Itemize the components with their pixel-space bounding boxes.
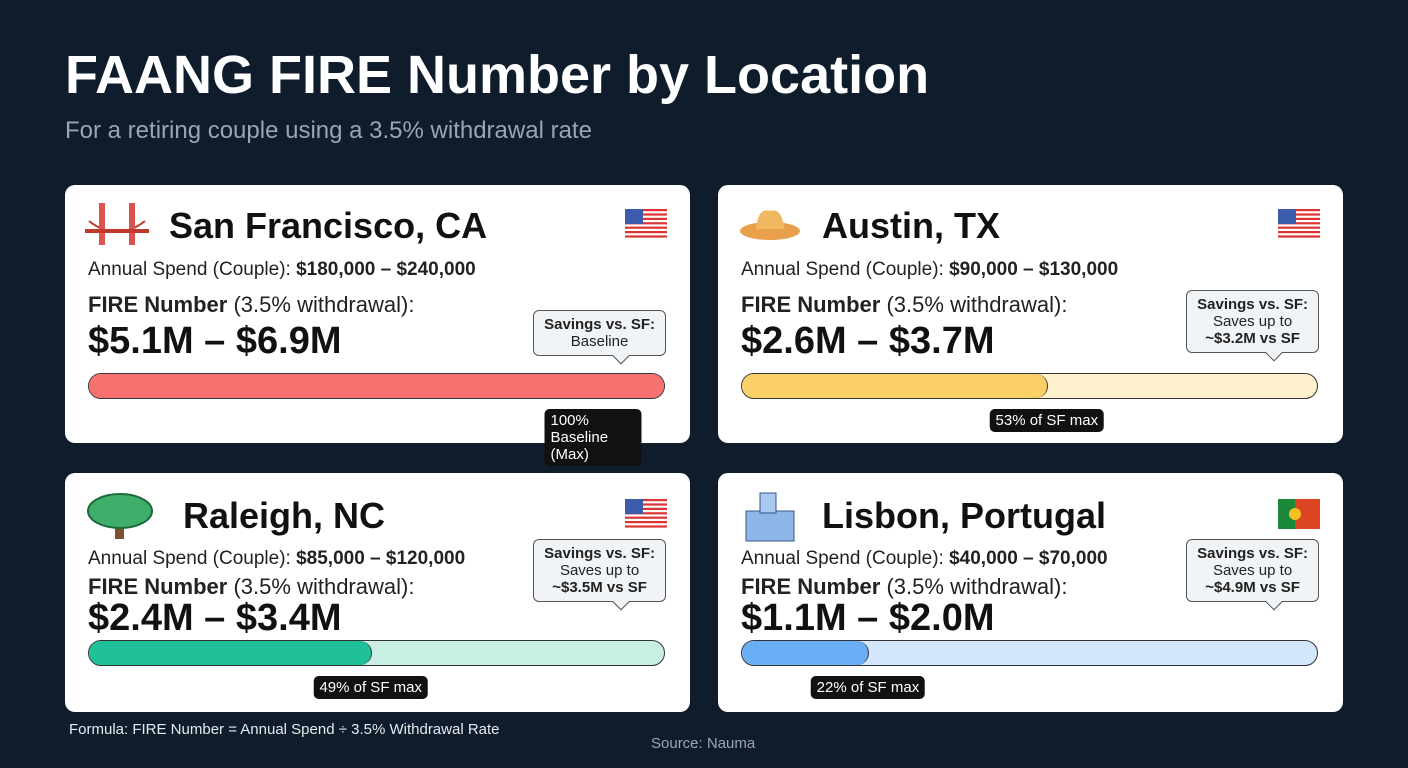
savings-title: Savings vs. SF: bbox=[544, 316, 655, 333]
flag bbox=[625, 499, 667, 534]
annual-spend: Annual Spend (Couple): $180,000 – $240,0… bbox=[88, 259, 476, 281]
fire-note: (3.5% withdrawal): bbox=[886, 292, 1068, 317]
fire-label: FIRE Number (3.5% withdrawal): bbox=[88, 574, 414, 600]
fire-label: FIRE Number (3.5% withdrawal): bbox=[741, 574, 1067, 600]
fire-note: (3.5% withdrawal): bbox=[886, 574, 1068, 599]
title: FAANG FIRE Number by Location bbox=[65, 45, 930, 105]
spend-value: $180,000 – $240,000 bbox=[296, 259, 476, 280]
bar-fill bbox=[742, 374, 1048, 398]
fire-note: (3.5% withdrawal): bbox=[233, 292, 415, 317]
savings-title: Savings vs. SF: bbox=[544, 545, 655, 562]
icon bbox=[738, 199, 802, 254]
savings-title: Savings vs. SF: bbox=[1197, 545, 1308, 562]
icon bbox=[85, 199, 149, 254]
fire-note: (3.5% withdrawal): bbox=[233, 574, 415, 599]
bar-track bbox=[88, 373, 665, 399]
annual-spend: Annual Spend (Couple): $90,000 – $130,00… bbox=[741, 259, 1118, 281]
savings-box: Savings vs. SF: Saves up to ~$3.2M vs SF bbox=[1186, 290, 1319, 353]
bar-track bbox=[88, 640, 665, 666]
bar-label: 53% of SF max bbox=[989, 409, 1105, 432]
city-name: Austin, TX bbox=[822, 205, 1000, 246]
flag bbox=[1278, 499, 1320, 534]
fire-title: FIRE Number bbox=[741, 292, 881, 317]
bar-label: 22% of SF max bbox=[810, 676, 926, 699]
card: Lisbon, Portugal Annual Spend (Couple): $… bbox=[718, 473, 1343, 712]
fire-title: FIRE Number bbox=[88, 574, 228, 599]
savings-title: Savings vs. SF: bbox=[1197, 296, 1308, 313]
savings-line: Saves up to bbox=[1212, 562, 1293, 579]
icon bbox=[85, 489, 155, 548]
savings-box: Savings vs. SF: Saves up to ~$4.9M vs SF bbox=[1186, 539, 1319, 602]
fire-label: FIRE Number (3.5% withdrawal): bbox=[741, 292, 1067, 318]
annual-spend: Annual Spend (Couple): $85,000 – $120,00… bbox=[88, 548, 465, 570]
spend-label: Annual Spend (Couple): bbox=[741, 259, 944, 280]
card: Austin, TX Annual Spend (Couple): $90,000… bbox=[718, 185, 1343, 443]
savings-line: ~$3.5M vs SF bbox=[552, 579, 647, 596]
flag bbox=[625, 209, 667, 244]
savings-line: Saves up to bbox=[1212, 313, 1293, 330]
fire-range: $2.4M – $3.4M bbox=[88, 597, 342, 639]
savings-line: Baseline bbox=[570, 333, 629, 350]
bar-label: 49% of SF max bbox=[313, 676, 428, 699]
fire-title: FIRE Number bbox=[88, 292, 228, 317]
city-name: Raleigh, NC bbox=[183, 495, 386, 536]
fire-range: $5.1M – $6.9M bbox=[88, 320, 342, 362]
spend-label: Annual Spend (Couple): bbox=[741, 548, 944, 569]
fire-label: FIRE Number (3.5% withdrawal): bbox=[88, 292, 414, 318]
spend-value: $85,000 – $120,000 bbox=[296, 548, 466, 569]
icon bbox=[738, 489, 802, 548]
city-name: San Francisco, CA bbox=[169, 205, 488, 246]
flag bbox=[1278, 209, 1320, 244]
subtitle: For a retiring couple using a 3.5% withd… bbox=[65, 117, 592, 144]
city-name: Lisbon, Portugal bbox=[822, 495, 1106, 536]
savings-line: Saves up to bbox=[559, 562, 640, 579]
formula: Formula: FIRE Number = Annual Spend ÷ 3.… bbox=[69, 721, 500, 738]
savings-box: Savings vs. SF: Saves up to ~$3.5M vs SF bbox=[533, 539, 666, 602]
spend-value: $40,000 – $70,000 bbox=[949, 548, 1108, 569]
fire-range: $2.6M – $3.7M bbox=[741, 320, 995, 362]
bar-fill bbox=[89, 374, 664, 398]
fire-title: FIRE Number bbox=[741, 574, 881, 599]
bar-fill bbox=[742, 641, 869, 665]
annual-spend: Annual Spend (Couple): $40,000 – $70,000 bbox=[741, 548, 1108, 570]
fire-range: $1.1M – $2.0M bbox=[741, 597, 995, 639]
spend-label: Annual Spend (Couple): bbox=[88, 548, 291, 569]
bar-fill bbox=[89, 641, 372, 665]
card: Raleigh, NC Annual Spend (Couple): $85,00… bbox=[65, 473, 690, 712]
bar-label: 100% Baseline (Max) bbox=[544, 409, 642, 466]
source: Source: Nauma bbox=[651, 735, 756, 752]
spend-value: $90,000 – $130,000 bbox=[949, 259, 1119, 280]
bar-track bbox=[741, 373, 1318, 399]
spend-label: Annual Spend (Couple): bbox=[88, 259, 291, 280]
savings-line: ~$3.2M vs SF bbox=[1205, 330, 1300, 347]
savings-line: ~$4.9M vs SF bbox=[1205, 579, 1300, 596]
bar-track bbox=[741, 640, 1318, 666]
savings-box: Savings vs. SF: Baseline bbox=[533, 310, 666, 356]
card: San Francisco, CA Annual Spend (Couple): … bbox=[65, 185, 690, 466]
